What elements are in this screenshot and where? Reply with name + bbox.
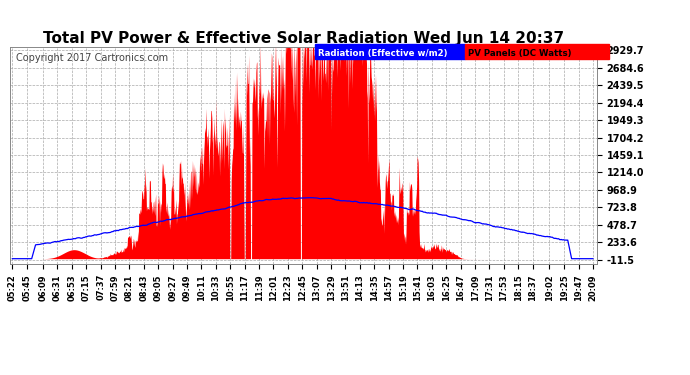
FancyBboxPatch shape xyxy=(315,44,465,59)
Text: Radiation (Effective w/m2): Radiation (Effective w/m2) xyxy=(318,49,448,58)
FancyBboxPatch shape xyxy=(465,44,609,59)
Text: Copyright 2017 Cartronics.com: Copyright 2017 Cartronics.com xyxy=(17,53,168,63)
Title: Total PV Power & Effective Solar Radiation Wed Jun 14 20:37: Total PV Power & Effective Solar Radiati… xyxy=(43,31,564,46)
Text: PV Panels (DC Watts): PV Panels (DC Watts) xyxy=(468,49,571,58)
